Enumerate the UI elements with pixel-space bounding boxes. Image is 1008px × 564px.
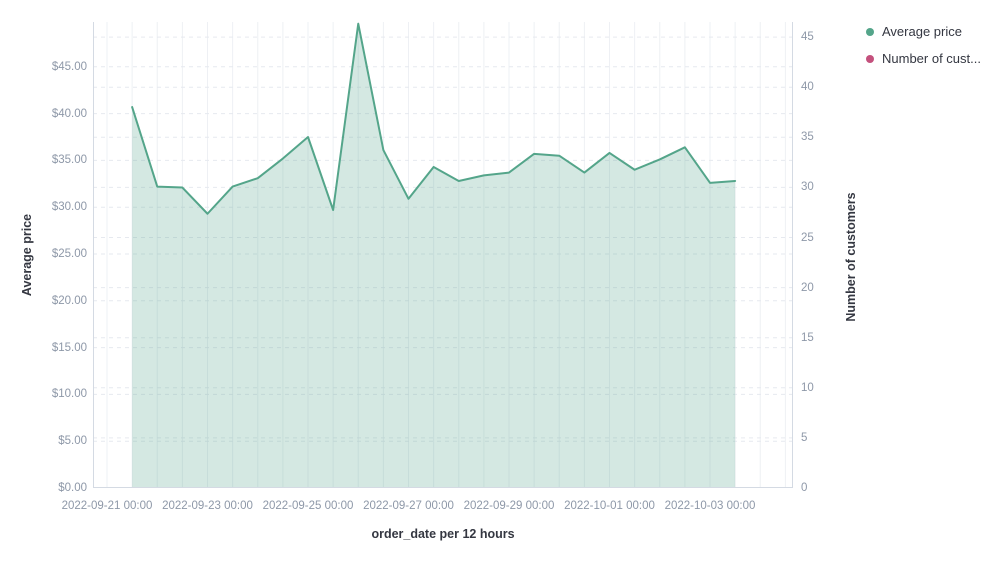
legend: Average price Number of cust... [866,18,981,72]
x-tick-label: 2022-10-03 00:00 [664,500,756,512]
y-right-tick-label: 40 [801,81,814,94]
x-tick-label: 2022-09-23 00:00 [162,500,253,512]
y-left-tick-label: $35.00 [51,154,87,167]
x-tick-label: 2022-09-21 00:00 [61,500,153,512]
y-right-tick-label: 0 [801,482,808,494]
x-tick-label: 2022-09-29 00:00 [463,500,555,512]
y-right-axis-title: Number of customers [844,192,858,322]
x-tick-label: 2022-10-01 00:00 [564,500,655,512]
y-left-tick-label: $10.00 [51,388,87,401]
y-left-tick-label: $45.00 [51,60,87,73]
y-right-tick-label: 20 [801,281,814,294]
y-left-tick-label: $5.00 [58,435,87,448]
legend-dot-icon [866,54,874,63]
y-left-tick-label: $30.00 [51,201,87,214]
y-left-tick-label: $20.00 [51,294,87,307]
area-series-average-price [132,23,736,488]
x-tick-label: 2022-09-25 00:00 [262,500,354,512]
y-right-tick-label: 30 [801,181,814,194]
y-left-tick-label: $0.00 [58,482,87,494]
y-left-tick-label: $25.00 [51,248,87,260]
x-tick-label: 2022-09-27 00:00 [363,500,454,512]
legend-item[interactable]: Number of cust... [866,45,981,72]
y-right-tick-label: 35 [801,131,814,144]
chart-canvas [93,22,793,488]
y-right-tick-label: 10 [801,381,814,394]
y-left-tick-label: $15.00 [51,341,87,354]
x-axis-title: order_date per 12 hours [371,527,515,541]
y-right-tick-label: 15 [801,331,814,344]
legend-item-label: Average price [882,23,962,39]
legend-item[interactable]: Average price [866,18,981,45]
legend-dot-icon [866,27,874,36]
y-left-tick-label: $40.00 [51,107,87,120]
y-right-tick-label: 45 [801,31,814,44]
line-series-average-price [131,22,737,215]
y-right-tick-label: 25 [801,231,814,244]
legend-item-label: Number of cust... [882,50,981,66]
y-right-tick-label: 5 [801,431,808,444]
